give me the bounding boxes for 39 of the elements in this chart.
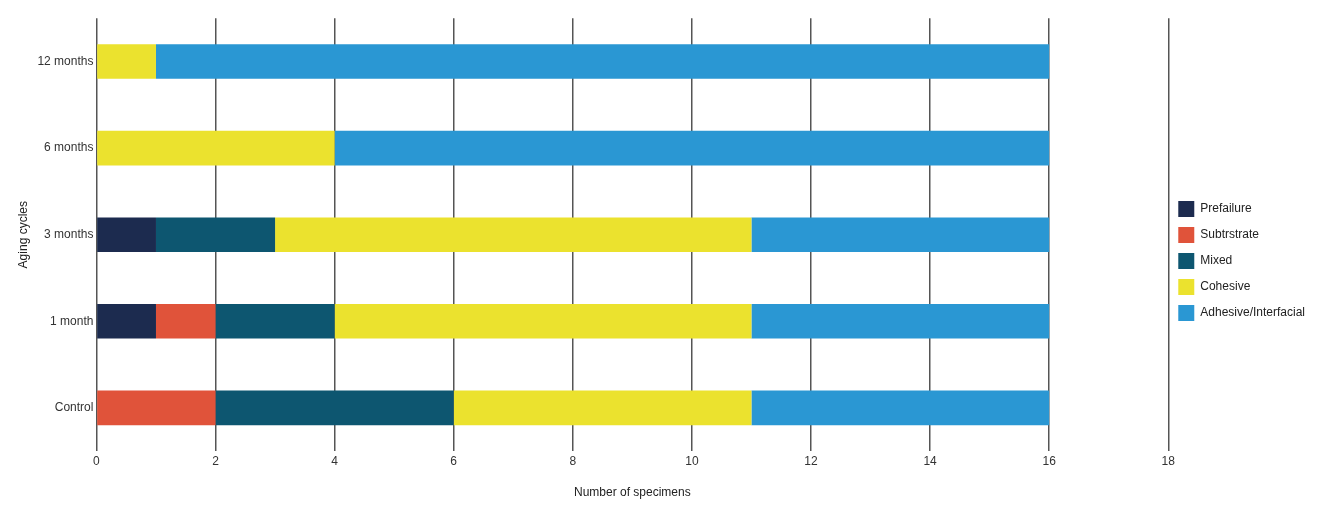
bar	[155, 44, 1050, 79]
legend-label: Prefailure	[1200, 201, 1252, 216]
bar	[215, 390, 454, 426]
bar	[97, 130, 335, 166]
bar	[751, 390, 1050, 426]
bar	[215, 303, 335, 339]
bar	[751, 217, 1050, 253]
legend-label: Mixed	[1200, 253, 1233, 268]
legend-label: Subtrstrate	[1200, 227, 1260, 242]
x-tick-label: 4	[331, 453, 339, 468]
x-tick-label: 18	[1161, 453, 1176, 468]
x-tick-label: 12	[804, 453, 818, 468]
y-tick-label: 3 months	[44, 227, 94, 242]
bar	[155, 217, 276, 253]
x-tick-label: 6	[450, 453, 458, 468]
bar	[97, 303, 156, 339]
y-axis-title: Aging cycles	[15, 201, 30, 269]
y-tick-label: 6 months	[44, 140, 94, 155]
bar	[453, 390, 752, 426]
y-tick-label: 1 month	[50, 313, 94, 328]
bar	[334, 303, 752, 339]
bar	[97, 217, 156, 253]
x-tick-label: 14	[923, 453, 938, 468]
bar	[275, 217, 752, 253]
x-tick-label: 0	[93, 453, 101, 468]
bar	[97, 44, 156, 79]
bar	[155, 303, 216, 339]
x-tick-label: 2	[212, 453, 220, 468]
y-tick-label: 12 months	[37, 53, 94, 68]
bar	[751, 303, 1050, 339]
x-tick-label: 10	[685, 453, 699, 468]
y-tick-label: Control	[54, 400, 94, 415]
x-axis-title: Number of specimens	[573, 485, 691, 500]
bar	[334, 130, 1050, 166]
x-tick-label: 8	[569, 453, 577, 468]
legend-label: Cohesive	[1200, 279, 1251, 294]
legend-label: Adhesive/Interfacial	[1200, 305, 1306, 320]
bar	[97, 390, 216, 426]
x-tick-label: 16	[1042, 453, 1057, 468]
